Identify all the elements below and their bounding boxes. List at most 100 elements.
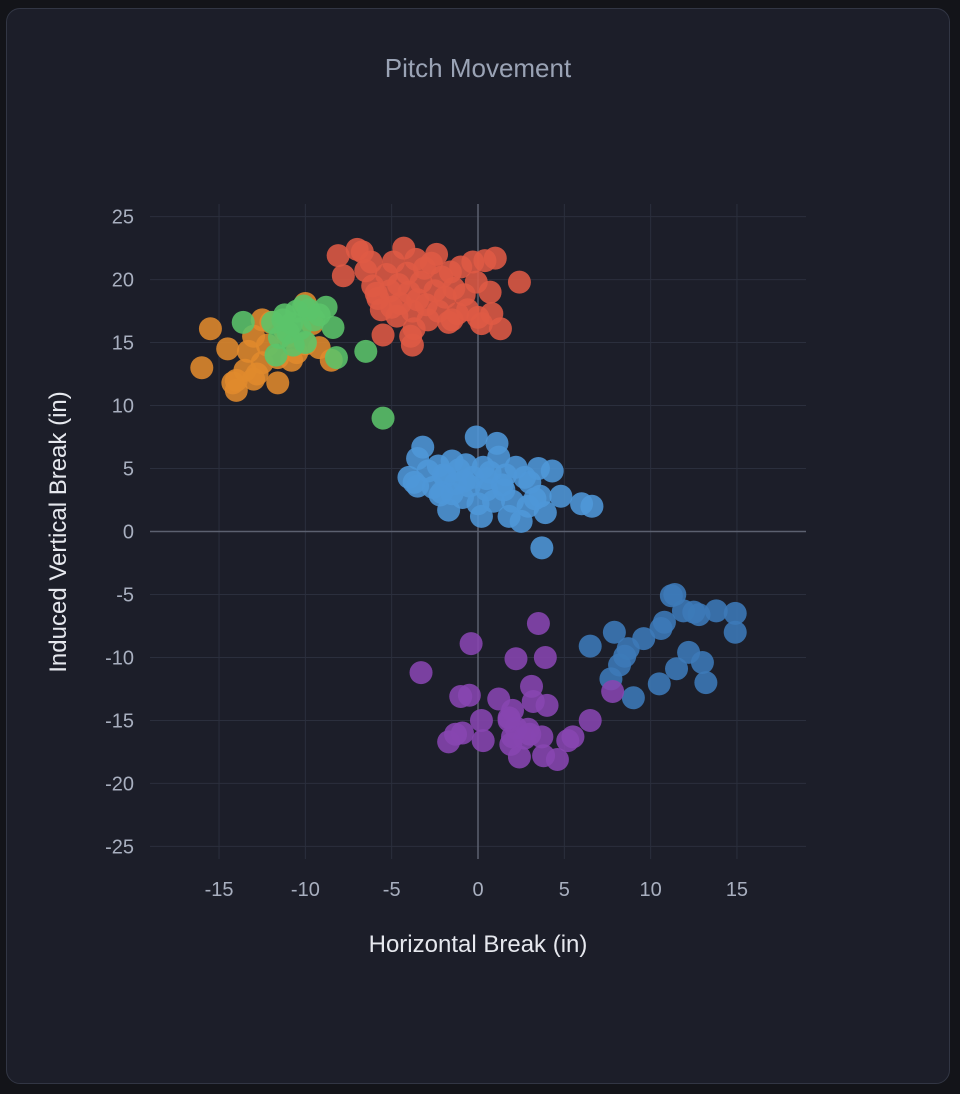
data-point [444, 722, 468, 746]
data-point [411, 435, 435, 459]
y-tick-labels: 25 20 15 10 5 0 -5 -10 -15 -20 -25 [105, 207, 134, 859]
y-tick-label: 15 [112, 333, 134, 355]
data-point [459, 632, 483, 656]
data-point [533, 645, 557, 669]
x-tick-label: -5 [383, 879, 401, 901]
data-point [361, 274, 385, 298]
y-tick-label: -25 [105, 836, 134, 858]
data-point [504, 647, 528, 671]
data-point [492, 478, 516, 502]
data-point [385, 304, 409, 328]
data-point [431, 463, 455, 487]
data-point [354, 339, 378, 363]
data-point [198, 317, 222, 341]
y-tick-label: -20 [105, 773, 134, 795]
data-point [601, 679, 625, 703]
data-point [264, 343, 288, 367]
data-point [469, 708, 493, 732]
data-point [647, 672, 671, 696]
data-point [516, 717, 540, 741]
data-point [314, 295, 338, 319]
data-point [561, 725, 585, 749]
data-point [245, 362, 269, 386]
data-point [321, 315, 345, 339]
data-point [652, 610, 676, 634]
data-point [281, 333, 305, 357]
y-tick-label: 25 [112, 207, 134, 229]
data-point [487, 445, 511, 469]
data-point [665, 657, 689, 681]
chart-title: Pitch Movement [384, 53, 572, 83]
data-point [359, 250, 383, 274]
data-point [580, 494, 604, 518]
x-tick-label: 0 [472, 879, 483, 901]
zero-axes [150, 204, 806, 859]
series-group [326, 236, 531, 357]
y-tick-label: 10 [112, 396, 134, 418]
data-point [475, 467, 499, 491]
x-tick-labels: -15 -10 -5 0 5 10 15 [205, 879, 748, 901]
series-group [397, 425, 604, 560]
x-tick-label: -15 [205, 879, 234, 901]
data-point [704, 599, 728, 623]
data-point [621, 686, 645, 710]
data-point [371, 323, 395, 347]
data-point [406, 474, 430, 498]
series-group [231, 294, 395, 430]
data-point [190, 356, 214, 380]
y-tick-label: -10 [105, 647, 134, 669]
data-point [409, 661, 433, 685]
data-point [526, 611, 550, 635]
y-tick-label: -15 [105, 710, 134, 732]
data-point [578, 634, 602, 658]
data-point [488, 317, 512, 341]
data-point [271, 308, 295, 332]
x-tick-label: -10 [291, 879, 320, 901]
data-point [326, 244, 350, 268]
series-group [409, 611, 625, 771]
data-point [464, 425, 488, 449]
data-point [266, 371, 290, 395]
data-point [530, 536, 554, 560]
data-point [224, 368, 248, 392]
y-tick-label: 5 [123, 459, 134, 481]
data-point [723, 601, 747, 625]
x-axis-label: Horizontal Break (in) [369, 931, 588, 958]
data-point [507, 270, 531, 294]
data-point [371, 406, 395, 430]
data-point [331, 264, 355, 288]
y-tick-label: -5 [116, 584, 134, 606]
data-point [507, 745, 531, 769]
data-point [231, 310, 255, 334]
data-point [324, 346, 348, 370]
y-tick-label: 20 [112, 270, 134, 292]
data-point [428, 483, 452, 507]
y-tick-label: 0 [123, 522, 134, 544]
data-point [723, 620, 747, 644]
data-point [687, 603, 711, 627]
data-point [690, 651, 714, 674]
series-group [578, 582, 747, 710]
data-point [545, 747, 569, 771]
data-point [471, 729, 495, 753]
data-point [483, 246, 507, 270]
x-tick-label: 10 [640, 879, 662, 901]
data-point [632, 627, 656, 651]
data-point [457, 683, 481, 707]
data-point [402, 317, 426, 341]
data-point [292, 294, 316, 318]
data-point [528, 484, 552, 508]
data-point [602, 620, 626, 644]
data-point [535, 693, 559, 717]
data-point [694, 671, 718, 695]
x-tick-label: 15 [726, 879, 748, 901]
data-point [578, 708, 602, 732]
data-point [216, 337, 240, 361]
data-point [478, 280, 502, 304]
data-point [497, 706, 521, 730]
data-points [190, 236, 747, 771]
data-point [540, 459, 564, 483]
y-axis-label: Induced Vertical Break (in) [45, 391, 72, 672]
x-tick-label: 5 [559, 879, 570, 901]
